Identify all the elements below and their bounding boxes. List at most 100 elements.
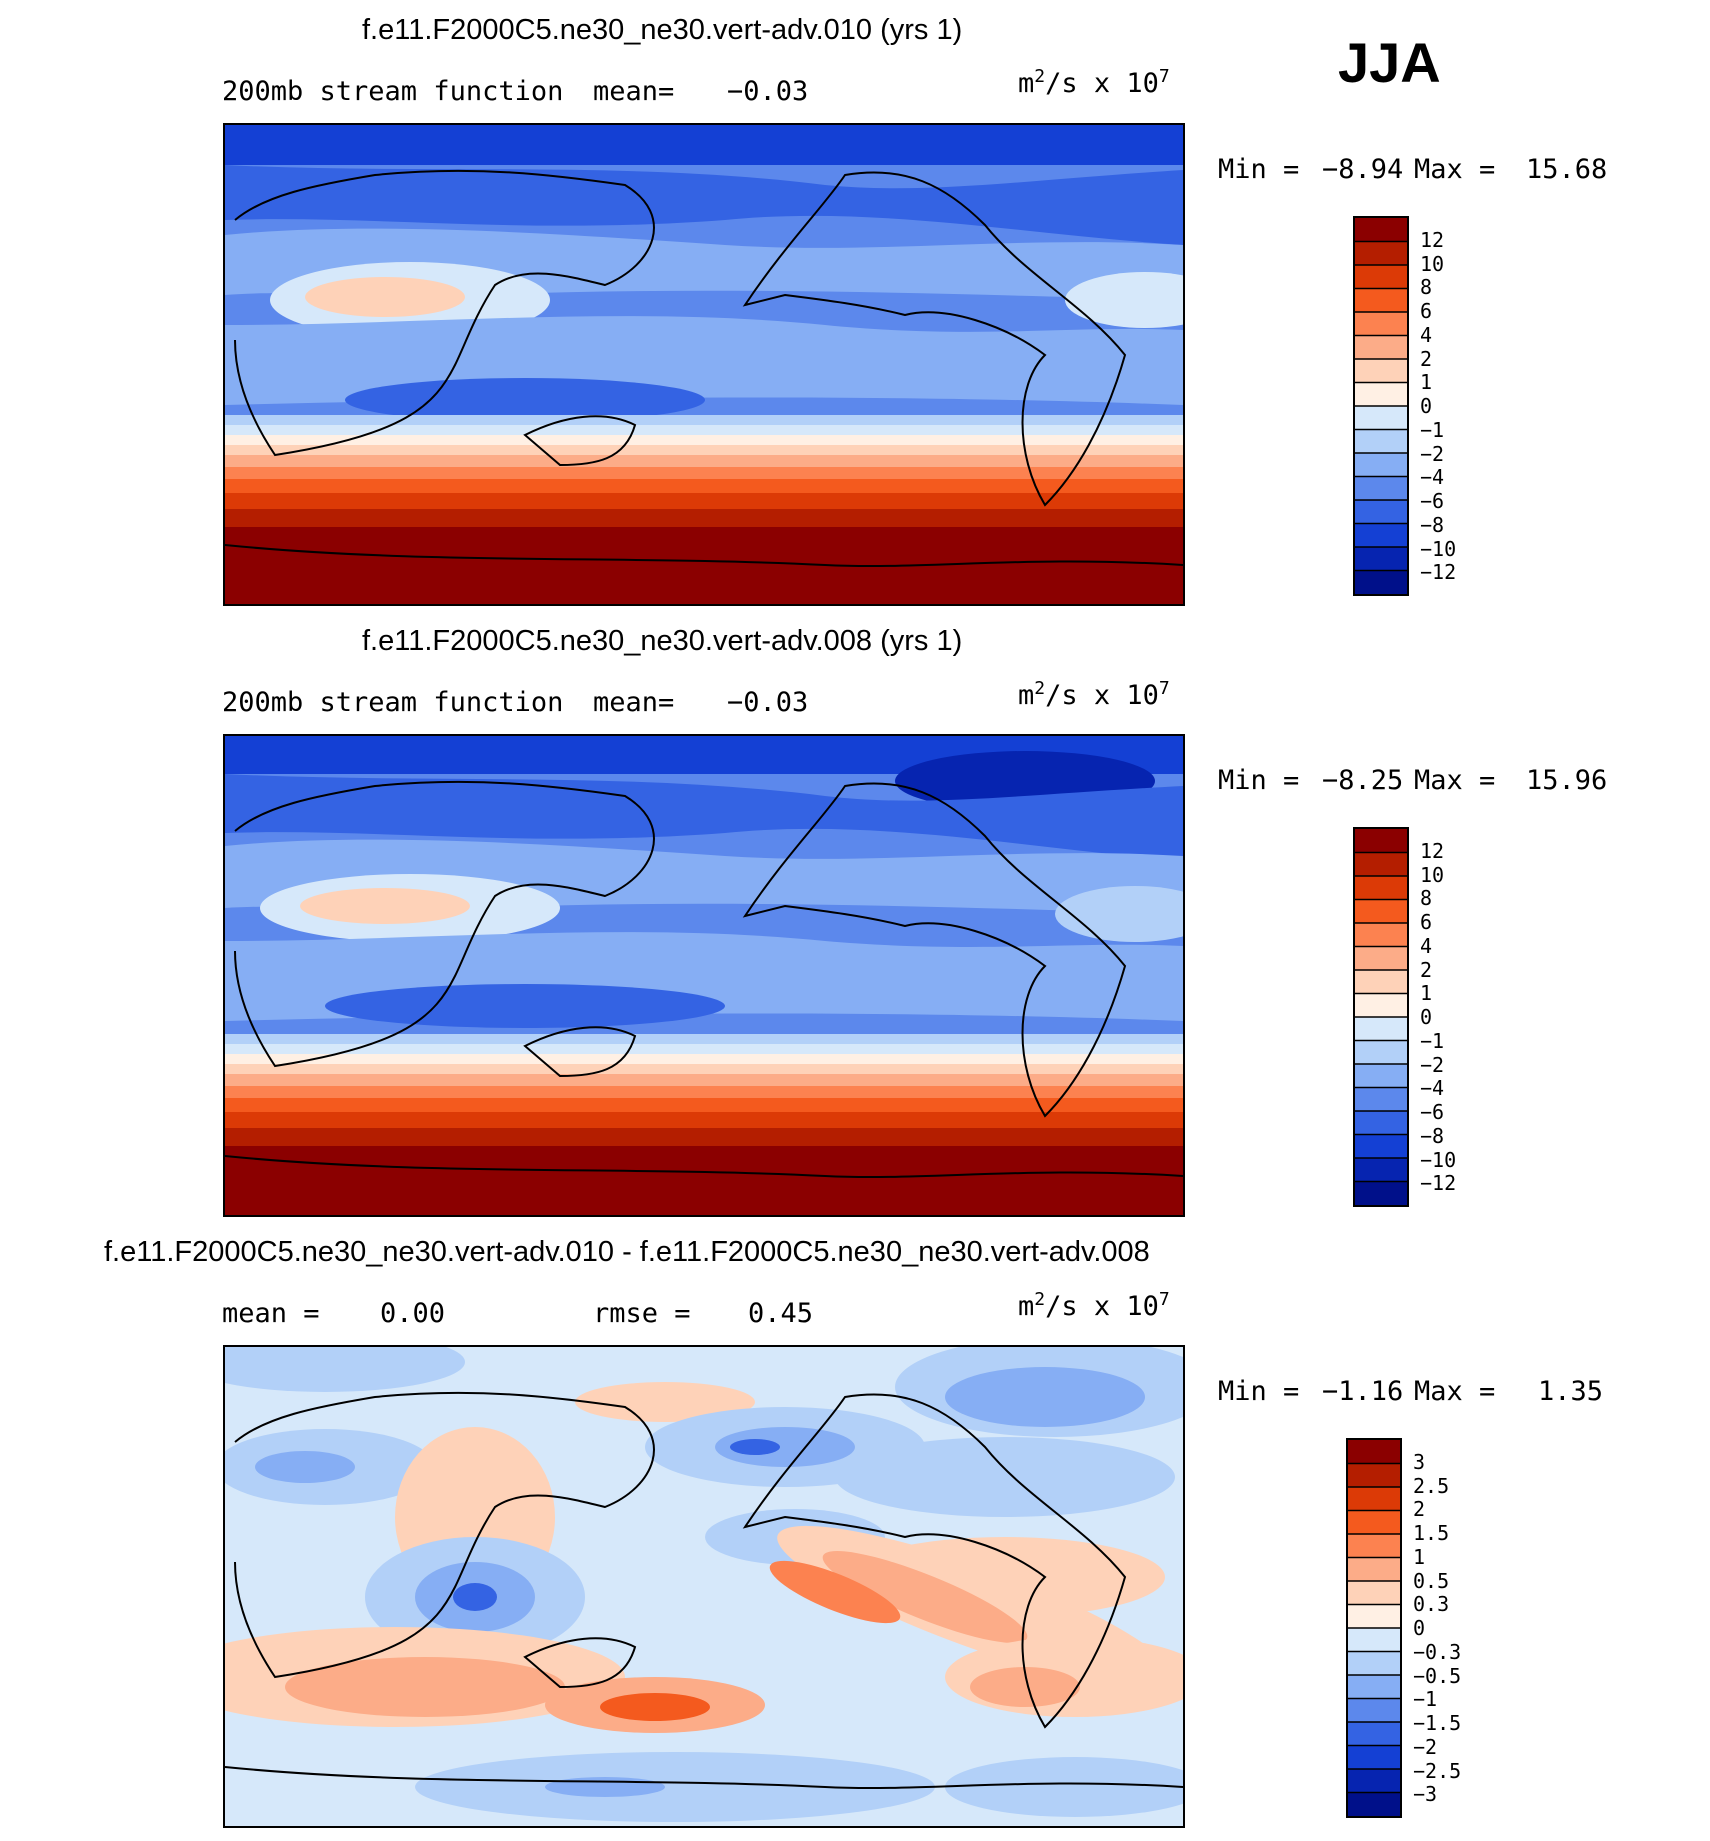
colorbar-swatch (1348, 1440, 1400, 1464)
panel-3-title: f.e11.F2000C5.ne30_ne30.vert-adv.010 - f… (104, 1236, 1150, 1268)
panel-2-max-value: 15.96 (1526, 765, 1608, 796)
colorbar-tick-label: 0 (1420, 1005, 1433, 1029)
panel-3-mean-value: 0.00 (380, 1298, 446, 1329)
colorbar-tick-label: −1.5 (1413, 1711, 1462, 1735)
panel-1-field-label: 200mb stream function (222, 76, 564, 107)
colorbar-tick-label: 8 (1420, 886, 1433, 911)
panel-2-min-label: Min = (1218, 765, 1300, 796)
colorbar-tick-label: −1 (1413, 1687, 1438, 1712)
colorbar-swatch (1355, 993, 1407, 1018)
colorbar-swatch (1355, 288, 1407, 313)
colorbar-tick-label: −3 (1413, 1782, 1438, 1807)
colorbar-swatch (1348, 1651, 1400, 1676)
colorbar-swatch (1348, 1581, 1400, 1605)
panel-2-min-value: −8.25 (1322, 765, 1404, 796)
colorbar-tick-label: 0.5 (1413, 1568, 1450, 1593)
colorbar-swatch (1348, 1557, 1400, 1582)
colorbar-tick-label: −12 (1420, 1171, 1457, 1196)
colorbar-tick-label: 4 (1420, 322, 1433, 347)
colorbar-tick-label: 10 (1420, 251, 1445, 276)
panel-1-colorbar-labels: 12 10 8 6 4 2 1 0 −1 −2 −4 −6 −8 −10 −12 (1420, 216, 1540, 596)
panel-1-map-svg (225, 125, 1183, 604)
colorbar-tick-label: 6 (1420, 299, 1433, 323)
colorbar-swatch (1355, 335, 1407, 360)
colorbar-swatch (1355, 1111, 1407, 1135)
colorbar-swatch (1355, 382, 1407, 407)
colorbar-tick-label: 10 (1420, 862, 1445, 887)
colorbar-swatch (1355, 1040, 1407, 1065)
panel-2-map (223, 734, 1185, 1217)
panel-3-max-label: Max = (1414, 1376, 1496, 1407)
colorbar-swatch (1355, 970, 1407, 994)
colorbar-tick-label: −8 (1420, 512, 1445, 537)
panel-3-units: m2/s x 107 (1018, 1289, 1170, 1322)
season-label: JJA (1338, 31, 1441, 94)
colorbar-swatch (1355, 1158, 1407, 1182)
panel-3-min-label: Min = (1218, 1376, 1300, 1407)
colorbar-swatch (1348, 1510, 1400, 1535)
colorbar-swatch (1348, 1722, 1400, 1746)
colorbar-tick-label: 1 (1420, 370, 1433, 395)
colorbar-tick-label: −8 (1420, 1123, 1445, 1148)
panel-2-field-label: 200mb stream function (222, 687, 564, 718)
colorbar-swatch (1355, 1134, 1407, 1159)
colorbar-tick-label: −2 (1420, 441, 1445, 466)
panel-1-max-value: 15.68 (1526, 154, 1608, 185)
colorbar-swatch (1348, 1604, 1400, 1629)
colorbar-swatch (1355, 1064, 1407, 1088)
colorbar-swatch (1355, 876, 1407, 900)
panel-2-mean-value: −0.03 (727, 687, 809, 718)
panel-2-colorbar-svg (1355, 829, 1407, 1205)
colorbar-tick-label: −4 (1420, 1076, 1445, 1101)
panel-3-rmse-label: rmse = (593, 1298, 691, 1329)
colorbar-swatch (1355, 523, 1407, 548)
colorbar-tick-label: 0 (1413, 1616, 1426, 1640)
colorbar-tick-label: −2.5 (1413, 1758, 1462, 1783)
colorbar-swatch (1348, 1745, 1400, 1770)
panel-2-colorbar-labels: 12 10 8 6 4 2 1 0 −1 −2 −4 −6 −8 −10 −12 (1420, 827, 1540, 1207)
colorbar-tick-label: −1 (1420, 1028, 1445, 1053)
panel-1-map (223, 123, 1185, 606)
colorbar-swatch (1348, 1628, 1400, 1652)
panel-3-max-value: 1.35 (1538, 1376, 1604, 1407)
panel-1-title: f.e11.F2000C5.ne30_ne30.vert-adv.010 (yr… (362, 14, 963, 46)
panel-3-colorbar (1346, 1438, 1402, 1818)
colorbar-tick-label: 1 (1420, 981, 1433, 1006)
colorbar-tick-label: −0.3 (1413, 1639, 1462, 1664)
colorbar-tick-label: −10 (1420, 536, 1457, 561)
colorbar-swatch (1355, 1181, 1407, 1205)
colorbar-swatch (1355, 429, 1407, 454)
colorbar-swatch (1355, 265, 1407, 289)
colorbar-swatch (1355, 899, 1407, 924)
panel-1-units: m2/s x 107 (1018, 66, 1170, 99)
panel-2-title: f.e11.F2000C5.ne30_ne30.vert-adv.008 (yr… (362, 625, 963, 657)
colorbar-tick-label: 0 (1420, 394, 1433, 418)
panel-2-colorbar (1353, 827, 1409, 1207)
colorbar-swatch (1355, 570, 1407, 594)
colorbar-swatch (1355, 829, 1407, 853)
colorbar-tick-label: −2 (1413, 1734, 1438, 1759)
colorbar-tick-label: 4 (1420, 933, 1433, 958)
colorbar-tick-label: 1.5 (1413, 1521, 1450, 1545)
colorbar-tick-label: 2 (1413, 1497, 1426, 1522)
colorbar-swatch (1355, 500, 1407, 524)
colorbar-swatch (1355, 547, 1407, 571)
colorbar-swatch (1355, 1017, 1407, 1041)
panel-1-max-label: Max = (1414, 154, 1496, 185)
colorbar-tick-label: 8 (1420, 275, 1433, 300)
colorbar-swatch (1348, 1463, 1400, 1488)
colorbar-swatch (1355, 1087, 1407, 1112)
panel-3-map-svg (225, 1347, 1183, 1826)
colorbar-swatch (1355, 923, 1407, 947)
panel-1-colorbar (1353, 216, 1409, 596)
colorbar-tick-label: 2.5 (1413, 1473, 1450, 1498)
colorbar-tick-label: 2 (1420, 957, 1433, 982)
colorbar-tick-label: −6 (1420, 1100, 1445, 1124)
panel-3-min-value: −1.16 (1322, 1376, 1404, 1407)
colorbar-swatch (1348, 1769, 1400, 1793)
colorbar-swatch (1355, 406, 1407, 430)
panel-2-map-svg (225, 736, 1183, 1215)
panel-3-rmse-value: 0.45 (748, 1298, 814, 1329)
colorbar-swatch (1355, 312, 1407, 336)
colorbar-swatch (1355, 241, 1407, 266)
